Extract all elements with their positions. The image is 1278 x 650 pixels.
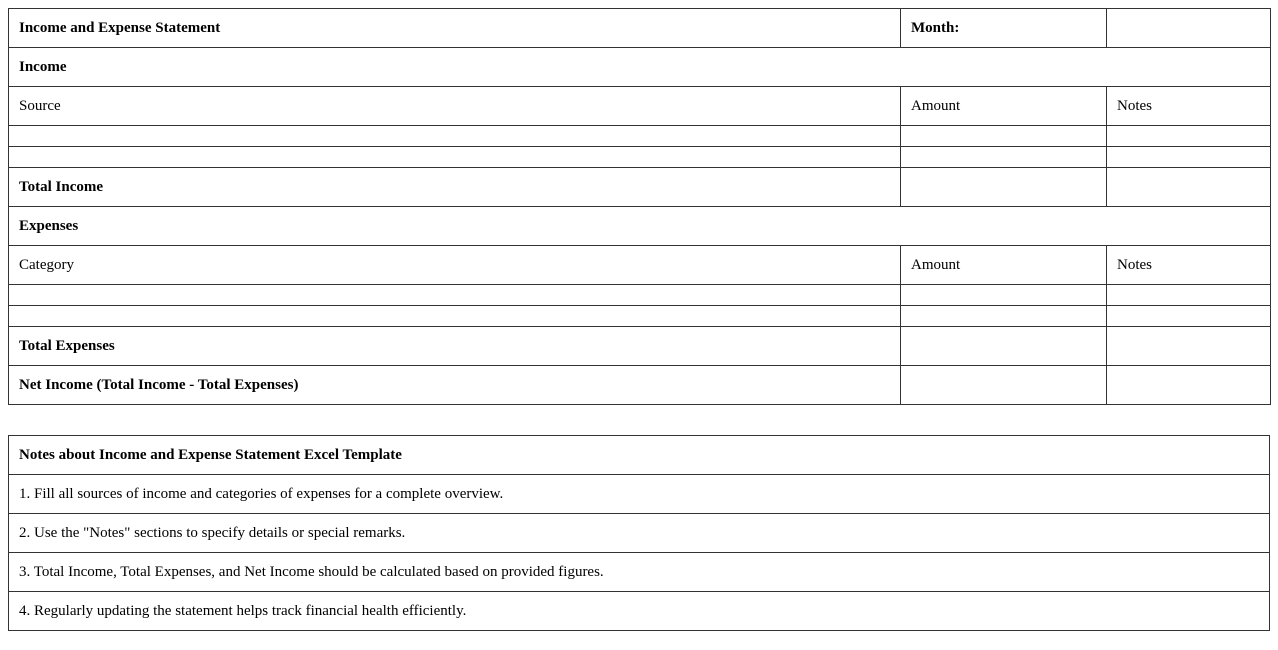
expense-row	[8, 305, 1271, 327]
net-income-notes-cell[interactable]	[1106, 365, 1271, 405]
total-income-notes-cell[interactable]	[1106, 167, 1271, 207]
expense-row	[8, 284, 1271, 306]
notes-table: Notes about Income and Expense Statement…	[8, 435, 1270, 631]
income-columns-row: Source Amount Notes	[8, 86, 1271, 126]
note-item: 3. Total Income, Total Expenses, and Net…	[8, 552, 1270, 592]
column-header-category: Category	[8, 245, 901, 285]
column-header-amount: Amount	[900, 245, 1107, 285]
note-item: 2. Use the "Notes" sections to specify d…	[8, 513, 1270, 553]
title-row: Income and Expense Statement Month:	[8, 8, 1271, 48]
expense-category-cell[interactable]	[8, 284, 901, 306]
total-income-label: Total Income	[8, 167, 901, 207]
total-income-amount-cell[interactable]	[900, 167, 1107, 207]
notes-heading: Notes about Income and Expense Statement…	[8, 435, 1270, 475]
net-income-amount-cell[interactable]	[900, 365, 1107, 405]
expenses-heading-row: Expenses	[8, 206, 1271, 246]
expense-notes-cell[interactable]	[1106, 305, 1271, 327]
income-heading-row: Income	[8, 47, 1271, 87]
expense-amount-cell[interactable]	[900, 284, 1107, 306]
note-row: 2. Use the "Notes" sections to specify d…	[8, 513, 1270, 553]
expenses-heading: Expenses	[8, 206, 1271, 246]
column-header-notes: Notes	[1106, 86, 1271, 126]
statement-title: Income and Expense Statement	[8, 8, 901, 48]
income-source-cell[interactable]	[8, 125, 901, 147]
note-item: 4. Regularly updating the statement help…	[8, 591, 1270, 631]
month-label: Month:	[900, 8, 1107, 48]
income-row	[8, 125, 1271, 147]
income-heading: Income	[8, 47, 1271, 87]
note-item: 1. Fill all sources of income and catego…	[8, 474, 1270, 514]
total-expenses-row: Total Expenses	[8, 326, 1271, 366]
income-amount-cell[interactable]	[900, 146, 1107, 168]
total-expenses-amount-cell[interactable]	[900, 326, 1107, 366]
total-expenses-label: Total Expenses	[8, 326, 901, 366]
expense-category-cell[interactable]	[8, 305, 901, 327]
note-row: 1. Fill all sources of income and catego…	[8, 474, 1270, 514]
expense-amount-cell[interactable]	[900, 305, 1107, 327]
income-notes-cell[interactable]	[1106, 125, 1271, 147]
income-row	[8, 146, 1271, 168]
income-notes-cell[interactable]	[1106, 146, 1271, 168]
income-amount-cell[interactable]	[900, 125, 1107, 147]
net-income-row: Net Income (Total Income - Total Expense…	[8, 365, 1271, 405]
note-row: 4. Regularly updating the statement help…	[8, 591, 1270, 631]
expense-notes-cell[interactable]	[1106, 284, 1271, 306]
column-header-source: Source	[8, 86, 901, 126]
net-income-label: Net Income (Total Income - Total Expense…	[8, 365, 901, 405]
expenses-columns-row: Category Amount Notes	[8, 245, 1271, 285]
income-source-cell[interactable]	[8, 146, 901, 168]
income-expense-table: Income and Expense Statement Month: Inco…	[8, 8, 1271, 405]
column-header-amount: Amount	[900, 86, 1107, 126]
column-header-notes: Notes	[1106, 245, 1271, 285]
total-income-row: Total Income	[8, 167, 1271, 207]
notes-heading-row: Notes about Income and Expense Statement…	[8, 435, 1270, 475]
total-expenses-notes-cell[interactable]	[1106, 326, 1271, 366]
month-value-cell[interactable]	[1106, 8, 1271, 48]
note-row: 3. Total Income, Total Expenses, and Net…	[8, 552, 1270, 592]
